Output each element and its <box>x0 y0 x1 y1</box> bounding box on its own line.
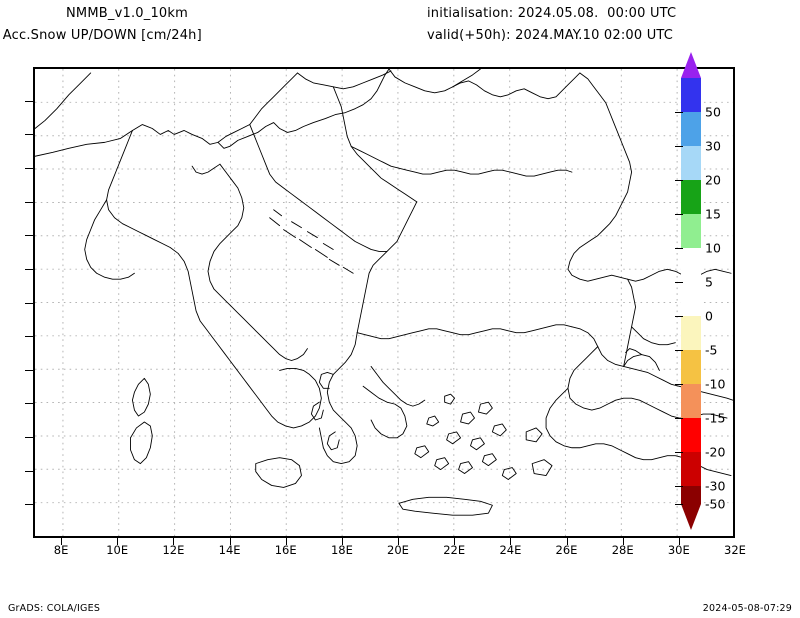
colorbar-band-5-10 <box>681 214 701 248</box>
lat-tick <box>25 100 33 102</box>
valid-time: valid(+50h): 2024.MAY.10 02:00 UTC <box>427 28 674 43</box>
colorbar-band-m10-m5 <box>681 316 701 350</box>
lon-label-32e: 32E <box>724 543 746 557</box>
colorbar-band-30-50 <box>681 78 701 112</box>
lon-label-22e: 22E <box>443 543 466 557</box>
colorbar-band-m5-0 <box>681 282 701 316</box>
field-title: n Acc.Snow UP/DOWN [cm/24h] <box>0 28 202 43</box>
map-plot-area <box>33 67 735 538</box>
colorbar-tick <box>675 146 683 147</box>
lon-tick <box>341 538 343 545</box>
colorbar-label-m10: -10 <box>705 376 726 392</box>
colorbar-band-m30-m20 <box>681 418 701 452</box>
colorbar-tick <box>675 504 683 505</box>
lon-label-10e: 10E <box>106 543 129 557</box>
colorbar-label-0: 0 <box>705 308 713 324</box>
colorbar-label-m15: -15 <box>705 410 726 426</box>
colorbar-band-10-15 <box>681 180 701 214</box>
colorbar-cap-max <box>681 52 701 78</box>
colorbar-label-30: 30 <box>705 138 721 154</box>
lat-tick <box>25 268 33 270</box>
colorbar-band-0-5 <box>681 248 701 282</box>
lon-label-8e: 8E <box>53 543 69 557</box>
lat-tick <box>25 369 33 371</box>
lon-label-24e: 24E <box>499 543 522 557</box>
lon-tick <box>173 538 175 545</box>
lat-tick <box>25 504 33 506</box>
colorbar-label-m20: -20 <box>705 444 726 460</box>
lon-tick <box>678 538 680 545</box>
colorbar-band-m15-m10 <box>681 350 701 384</box>
lat-tick <box>25 235 33 237</box>
colorbar-tick <box>675 418 683 419</box>
lon-tick <box>61 538 63 545</box>
colorbar-band-m50-m30 <box>681 452 701 486</box>
colorbar-cap-min <box>681 504 701 530</box>
attribution-text: GrADS: COLA/IGES <box>8 603 101 614</box>
lon-tick <box>454 538 456 545</box>
colorbar-band-m20-m15 <box>681 384 701 418</box>
colorbar-label-m30: -30 <box>705 478 726 494</box>
lat-tick <box>25 302 33 304</box>
colorbar-tick <box>675 282 683 283</box>
colorbar-tick <box>675 486 683 487</box>
lon-tick <box>510 538 512 545</box>
colorbar-tick <box>675 248 683 249</box>
lon-label-28e: 28E <box>611 543 634 557</box>
lon-label-20e: 20E <box>387 543 409 557</box>
colorbar-tick <box>675 350 683 351</box>
colorbar-label-50: 50 <box>705 104 721 120</box>
lon-tick <box>622 538 624 545</box>
model-title: NMMB_v1.0_10km <box>66 6 188 21</box>
lon-label-26e: 26E <box>555 543 578 557</box>
lon-label-30e: 30E <box>667 543 690 557</box>
colorbar-label-10: 10 <box>705 240 721 256</box>
coastline-and-border-outlines <box>35 69 733 516</box>
lat-tick <box>25 403 33 405</box>
lon-tick <box>285 538 287 545</box>
colorbar-band-20-30 <box>681 112 701 146</box>
colorbar-label-5: 5 <box>705 274 713 290</box>
colorbar-label-15: 15 <box>705 206 721 222</box>
lon-label-18e: 18E <box>330 543 353 557</box>
colorbar-tick <box>675 214 683 215</box>
lon-label-12e: 12E <box>162 543 185 557</box>
lat-tick <box>25 167 33 169</box>
colorbar-tick <box>675 112 683 113</box>
lat-tick <box>25 134 33 136</box>
colorbar-label-20: 20 <box>705 172 721 188</box>
lon-tick <box>566 538 568 545</box>
colorbar-tick <box>675 180 683 181</box>
lon-tick <box>117 538 119 545</box>
colorbar-band-below-m50 <box>681 486 701 504</box>
lon-tick <box>229 538 231 545</box>
generation-timestamp: 2024-05-08-07:29 <box>702 603 792 614</box>
colorbar-tick <box>675 316 683 317</box>
colorbar-tick <box>675 452 683 453</box>
colorbar <box>681 52 701 530</box>
lat-tick <box>25 437 33 439</box>
lon-label-16e: 16E <box>274 543 297 557</box>
colorbar-label-m5: -5 <box>705 342 718 358</box>
colorbar-tick <box>675 384 683 385</box>
lon-tick <box>398 538 399 545</box>
lat-tick <box>25 470 33 472</box>
initialisation-time: initialisation: 2024.05.08. 00:00 UTC <box>427 6 677 21</box>
lon-label-14e: 14E <box>218 543 241 557</box>
colorbar-label-m50: -50 <box>705 496 726 512</box>
lat-tick <box>25 201 33 203</box>
lat-tick <box>25 336 33 338</box>
colorbar-band-15-20 <box>681 146 701 180</box>
